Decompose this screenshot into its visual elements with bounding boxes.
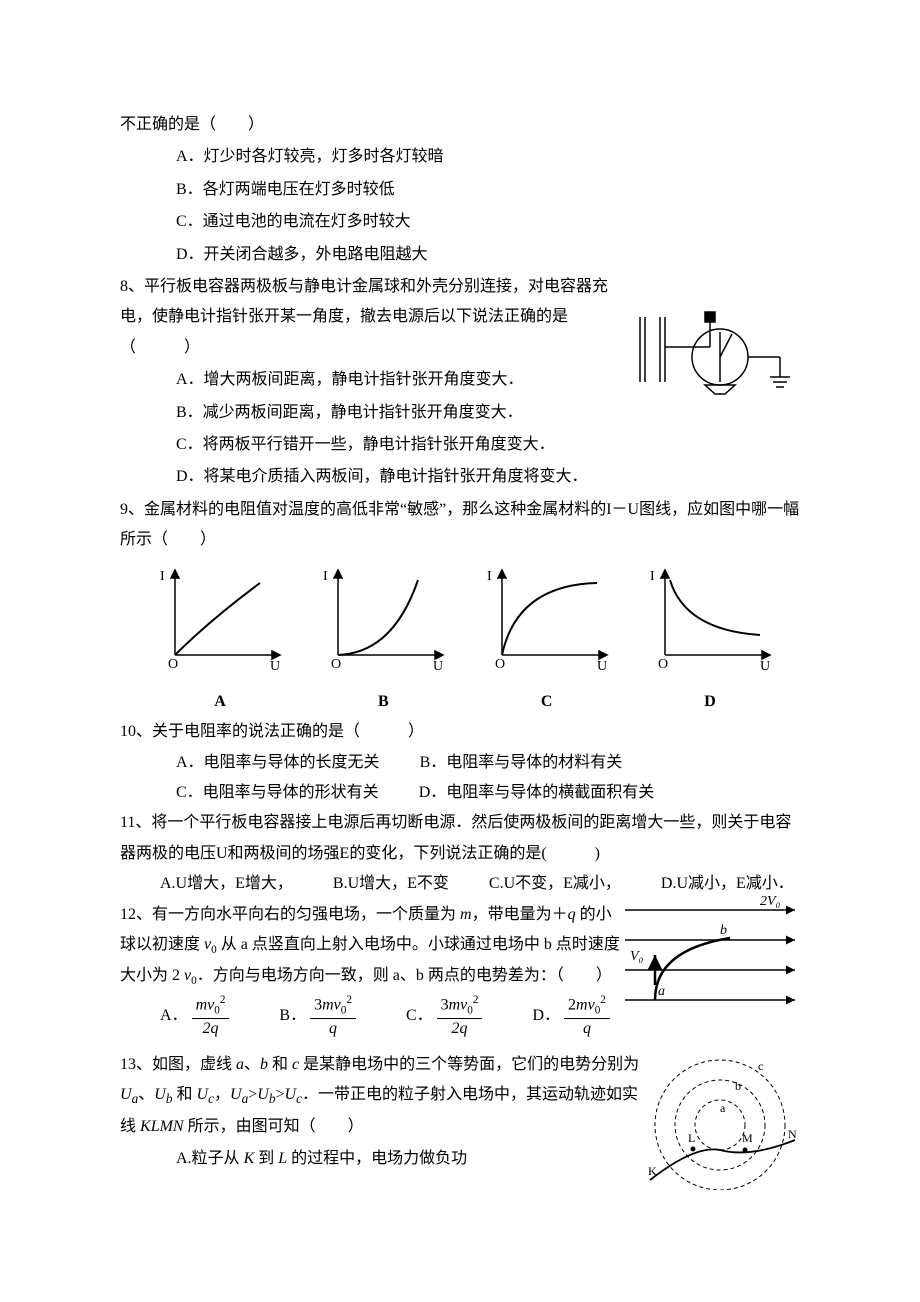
q9-graph-a-label: A [150, 687, 290, 717]
q9-graph-a: I U O A [150, 565, 290, 717]
q12-a-sup: 2 [220, 994, 226, 1006]
q12-b-sup: 2 [346, 994, 352, 1006]
q7-option-b: B．各灯两端电压在灯多时较低 [176, 175, 800, 205]
q7-option-c: C．通过电池的电流在灯多时较大 [176, 207, 800, 237]
q7-option-d: D．开关闭合越多，外电路电阻越大 [176, 240, 800, 270]
q12-opt-a-label: A． [160, 1007, 188, 1024]
svg-text:b: b [720, 923, 727, 938]
q12-c-sub: 0 [467, 1004, 473, 1016]
q8-option-d: D．将某电介质插入两板间，静电计指针张开角度将变大． [176, 462, 800, 492]
svg-text:O: O [168, 657, 178, 672]
svg-text:I: I [487, 569, 492, 584]
svg-text:U: U [597, 659, 607, 674]
q12-m: m [460, 906, 472, 923]
q13-equipotential-icon: a b c K L M N [640, 1050, 800, 1190]
q9-graphs: I U O A I U O B [120, 555, 800, 717]
q9-stem: 9、金属材料的电阻值对温度的高低非常“敏感”，那么这种金属材料的I－U图线，应如… [120, 495, 800, 556]
svg-text:M: M [742, 1131, 753, 1145]
svg-text:c: c [758, 1059, 763, 1073]
q12-opt-c-label: C． [406, 1007, 433, 1024]
svg-text:a: a [658, 984, 665, 999]
svg-text:I: I [160, 569, 165, 584]
q12-stem-5: ．方向与电场方向一致，则 a、b 两点的电势差为：（ ） [197, 967, 612, 984]
graph-a-icon: I U O [150, 565, 290, 675]
q12-b-sub: 0 [341, 1004, 347, 1016]
q12-stem-1: 12、有一方向水平向右的匀强电场，一个质量为 [120, 906, 460, 923]
q7-option-a: A．灯少时各灯较亮，灯多时各灯较暗 [176, 142, 800, 172]
q11-option-a: A.U增大，E增大， [160, 869, 293, 899]
q12-c-den: 2q [437, 1019, 483, 1040]
q9-graph-c-label: C [477, 687, 617, 717]
q7-stem-tail: 不正确的是（ ） [120, 110, 800, 140]
q12-q: q [568, 906, 576, 923]
svg-text:O: O [495, 657, 505, 672]
q11-stem: 11、将一个平行板电容器接上电源后再切断电源．然后使两极板间的距离增大一些，则关… [120, 808, 800, 869]
q10-option-d: D．电阻率与导体的横截面积有关 [419, 778, 655, 808]
q10-option-b: B．电阻率与导体的材料有关 [420, 748, 623, 778]
q12-d-sup: 2 [600, 994, 606, 1006]
q10-options-2: C．电阻率与导体的形状有关 D．电阻率与导体的横截面积有关 [120, 778, 800, 808]
q9-graph-d-label: D [640, 687, 780, 717]
q9-graph-c: I U O C [477, 565, 617, 717]
q12-a-num: mv [196, 996, 215, 1013]
graph-b-icon: I U O [313, 565, 453, 675]
q12-options: A． mv02 2q B． 3mv02 q C． 3mv02 2q [120, 993, 620, 1040]
q10-option-c: C．电阻率与导体的形状有关 [176, 778, 379, 808]
svg-text:K: K [648, 1164, 657, 1178]
q7-options: A．灯少时各灯较亮，灯多时各灯较暗 B．各灯两端电压在灯多时较低 C．通过电池的… [120, 142, 800, 270]
svg-text:U: U [760, 659, 770, 674]
q11-option-d: D.U减小，E减小． [661, 869, 794, 899]
q10-stem: 10、关于电阻率的说法正确的是（ ） [120, 717, 800, 747]
q12-field-icon: 2V₀ V₀ b a [620, 890, 800, 1010]
svg-text:a: a [720, 1101, 726, 1115]
q11-option-b: B.U增大，E不变 [333, 869, 449, 899]
q12-stem-2: ，带电量为＋ [472, 906, 568, 923]
q12-opt-d-label: D． [532, 1007, 560, 1024]
graph-d-icon: I U O [640, 565, 780, 675]
q10-options: A．电阻率与导体的长度无关 B．电阻率与导体的材料有关 [120, 748, 800, 778]
q12-c-sup: 2 [473, 994, 479, 1006]
q13-figure: a b c K L M N [640, 1050, 800, 1201]
q12-d-sub: 0 [595, 1004, 601, 1016]
svg-text:V₀: V₀ [630, 949, 644, 964]
q12-option-b: B． 3mv02 q [279, 993, 356, 1040]
q8-option-c: C．将两板平行错开一些，静电计指针张开角度变大． [176, 430, 800, 460]
svg-text:I: I [323, 569, 328, 584]
q12-opt-b-label: B． [279, 1007, 306, 1024]
q11-options: A.U增大，E增大， B.U增大，E不变 C.U不变，E减小， D.U减小，E减… [120, 869, 800, 899]
q10-option-a: A．电阻率与导体的长度无关 [176, 748, 380, 778]
graph-c-icon: I U O [477, 565, 617, 675]
q12-option-a: A． mv02 2q [160, 993, 229, 1040]
svg-text:U: U [270, 659, 280, 674]
q12-a-sub: 0 [214, 1004, 220, 1016]
q12-option-c: C． 3mv02 2q [406, 993, 483, 1040]
q12-figure: 2V₀ V₀ b a [620, 890, 800, 1021]
electroscope-icon [620, 302, 800, 402]
q11-option-c: C.U不变，E减小， [489, 869, 621, 899]
svg-text:U: U [433, 659, 443, 674]
q9-graph-b-label: B [313, 687, 453, 717]
svg-text:N: N [788, 1127, 797, 1141]
q12-d-den: q [564, 1019, 610, 1040]
q9-graph-b: I U O B [313, 565, 453, 717]
q12-a-den: 2q [192, 1019, 230, 1040]
svg-text:L: L [688, 1131, 695, 1145]
q9-graph-d: I U O D [640, 565, 780, 717]
q12-option-d: D． 2mv02 q [532, 993, 609, 1040]
svg-text:b: b [735, 1079, 741, 1093]
svg-text:O: O [658, 657, 668, 672]
q12-b-den: q [310, 1019, 356, 1040]
svg-text:I: I [650, 569, 655, 584]
q8-figure [620, 302, 800, 413]
svg-text:O: O [331, 657, 341, 672]
